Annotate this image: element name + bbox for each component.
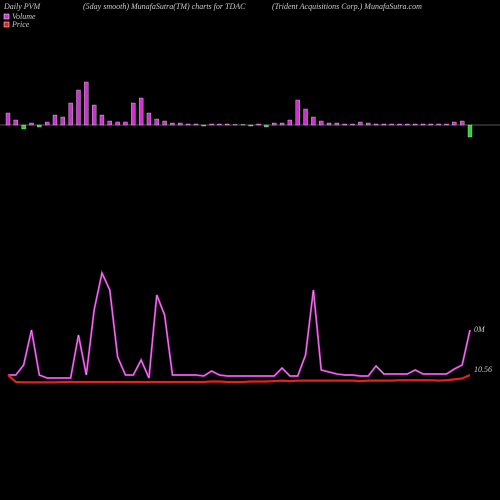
volume-bar bbox=[13, 119, 18, 126]
volume-bar bbox=[240, 124, 246, 126]
volume-bar bbox=[21, 124, 26, 130]
volume-bar bbox=[146, 112, 152, 126]
volume-bar bbox=[405, 123, 410, 126]
volume-bar bbox=[381, 123, 387, 126]
chart-subtitle: (5day smooth) MunafaSutra(TM) charts for… bbox=[83, 2, 246, 11]
volume-bar bbox=[452, 121, 457, 126]
price-end-label: 10.56 bbox=[474, 365, 492, 374]
volume-bar bbox=[123, 121, 128, 126]
legend-swatch bbox=[3, 21, 10, 28]
volume-bar bbox=[131, 102, 136, 126]
legend-swatch bbox=[3, 13, 10, 20]
volume-bar bbox=[287, 119, 293, 126]
volume-bar bbox=[37, 124, 42, 128]
volume-bar bbox=[366, 122, 371, 126]
volume-bar bbox=[217, 123, 222, 126]
volume-bar bbox=[444, 123, 449, 126]
volume-bar bbox=[45, 121, 50, 126]
volume-bar bbox=[170, 122, 175, 126]
volume-bar bbox=[248, 124, 253, 127]
volume-bar bbox=[342, 123, 347, 126]
volume-bar bbox=[154, 118, 159, 126]
volume-bar bbox=[115, 121, 120, 126]
volume-bar bbox=[201, 124, 206, 127]
price-line bbox=[7, 373, 471, 384]
volume-line-highlight bbox=[8, 272, 471, 379]
volume-bar bbox=[178, 122, 183, 126]
volume-bar bbox=[350, 123, 355, 126]
volume-bar bbox=[5, 112, 11, 126]
volume-bar bbox=[138, 97, 144, 126]
volume-bar bbox=[428, 123, 433, 126]
volume-bar bbox=[420, 123, 426, 126]
volume-bar bbox=[84, 81, 89, 126]
volume-bar bbox=[76, 89, 81, 126]
volume-bar bbox=[389, 123, 394, 126]
volume-bar bbox=[460, 120, 465, 126]
volume-bar bbox=[326, 122, 332, 126]
volume-bar bbox=[295, 99, 300, 126]
volume-bar bbox=[467, 124, 473, 138]
volume-bar bbox=[358, 121, 363, 126]
volume-bar bbox=[397, 123, 402, 126]
legend-label: Price bbox=[11, 20, 30, 29]
volume-bar bbox=[225, 123, 230, 126]
volume-bar bbox=[68, 102, 73, 126]
volume-bar bbox=[264, 124, 269, 128]
legend-label: Volume bbox=[12, 12, 36, 21]
volume-bar bbox=[209, 123, 214, 126]
chart-title: Daily PVM bbox=[3, 2, 42, 11]
volume-bar bbox=[319, 120, 324, 126]
company-name: (Trident Acquisitions Corp.) MunafaSutra… bbox=[272, 2, 422, 11]
volume-bar bbox=[107, 120, 112, 126]
volume-bar bbox=[232, 124, 238, 126]
volume-bar bbox=[91, 104, 97, 126]
volume-bar bbox=[256, 123, 261, 126]
volume-bar bbox=[99, 114, 105, 126]
volume-bar bbox=[303, 108, 308, 126]
volume-bar bbox=[373, 123, 379, 126]
volume-bar bbox=[436, 123, 441, 126]
volume-bar bbox=[162, 120, 167, 126]
volume-bar bbox=[334, 122, 340, 126]
volume-end-label: 0M bbox=[474, 325, 486, 334]
volume-bar bbox=[185, 123, 191, 126]
volume-bar bbox=[52, 114, 58, 126]
volume-bar bbox=[193, 123, 199, 126]
volume-bar bbox=[279, 122, 285, 126]
volume-bar bbox=[60, 116, 65, 126]
volume-bar bbox=[413, 123, 418, 126]
volume-bar bbox=[272, 122, 277, 126]
volume-bar bbox=[29, 122, 34, 126]
volume-bar bbox=[311, 116, 316, 126]
